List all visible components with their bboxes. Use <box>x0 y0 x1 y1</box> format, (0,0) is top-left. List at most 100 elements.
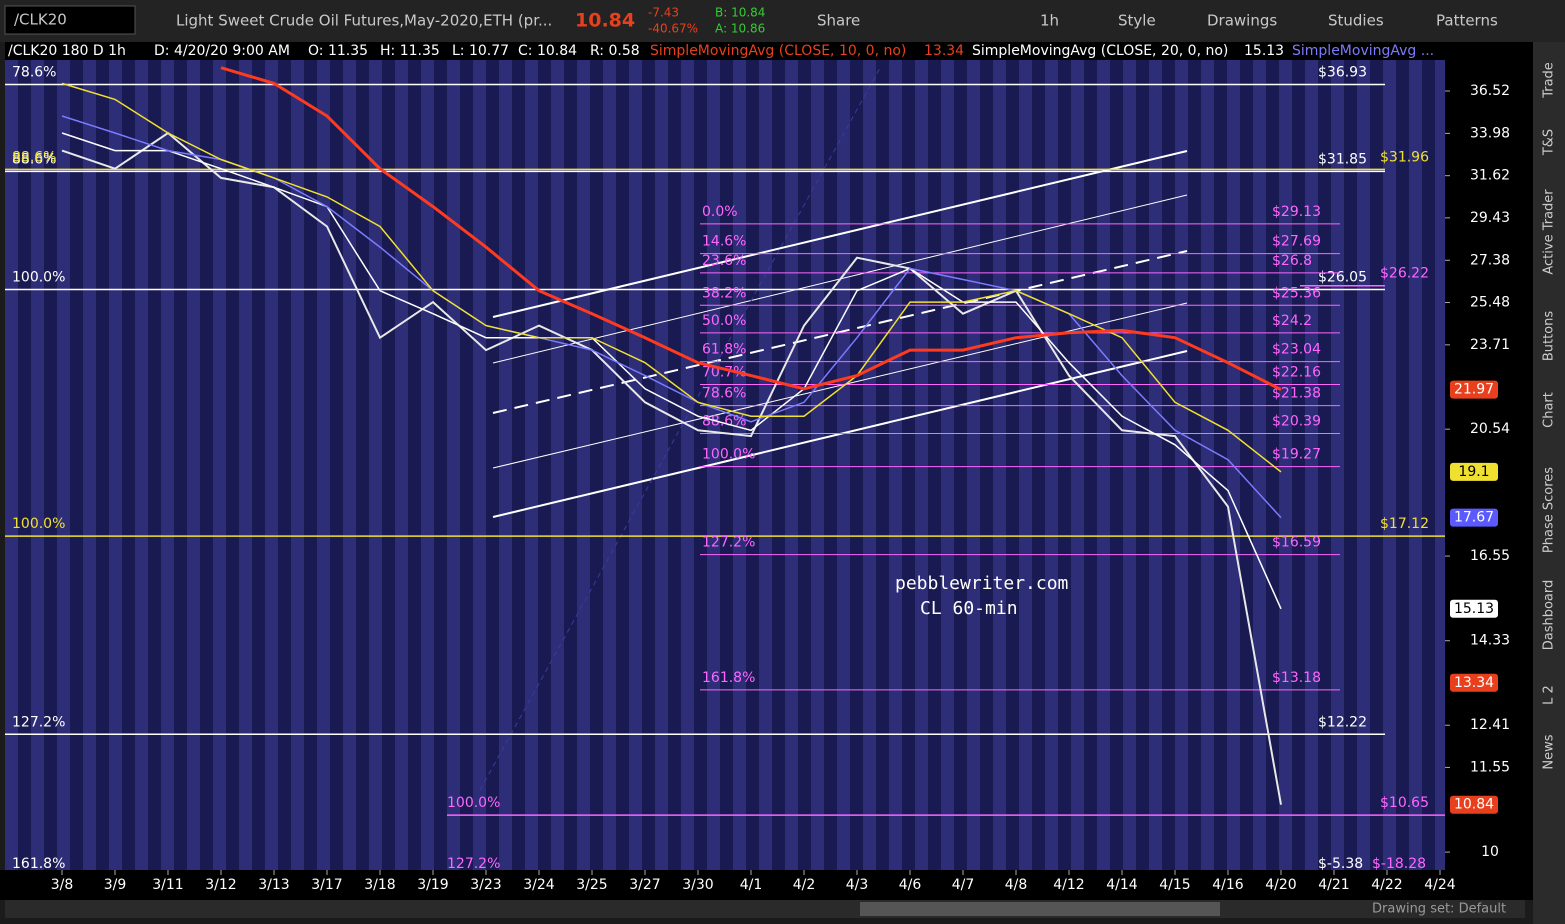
ask: A: 10.86 <box>715 22 765 36</box>
session-band <box>759 60 772 870</box>
study-value: 15.13 <box>1244 43 1284 59</box>
session-band <box>1175 60 1188 870</box>
offscale-label: 127.2% <box>447 856 500 872</box>
symbol[interactable]: /CLK20 <box>14 11 67 29</box>
y-tick-label: 31.62 <box>1470 168 1510 184</box>
session-band <box>343 60 356 870</box>
trend-line <box>479 67 881 791</box>
session-band <box>447 60 460 870</box>
session-band <box>317 60 330 870</box>
fib-pct: 70.7% <box>702 365 746 381</box>
side-tab[interactable]: Dashboard <box>1542 580 1557 651</box>
x-tick-label: 3/24 <box>523 877 555 893</box>
side-tab[interactable]: Chart <box>1542 392 1557 428</box>
level-price: $36.93 <box>1318 64 1367 80</box>
offscale-label: 161.8% <box>12 856 65 872</box>
x-tick-label: 4/3 <box>846 877 869 893</box>
session-band <box>31 60 44 870</box>
drawing-set[interactable]: Drawing set: Default <box>1372 902 1506 917</box>
scrollbar[interactable] <box>5 900 1525 918</box>
session-band <box>291 60 304 870</box>
share-button[interactable]: Share <box>817 12 860 30</box>
y-tick-label: 33.98 <box>1470 125 1510 141</box>
price-badge-label: 10.84 <box>1454 797 1494 813</box>
fib-price: $29.13 <box>1272 204 1321 220</box>
symbol-box[interactable] <box>4 5 136 35</box>
fib-price: $20.39 <box>1272 413 1321 429</box>
side-tab[interactable]: Buttons <box>1542 311 1557 362</box>
session-band <box>733 60 746 870</box>
side-panel <box>1533 42 1565 924</box>
x-tick-label: 3/17 <box>311 877 342 893</box>
side-tab[interactable]: Phase Scores <box>1542 467 1557 553</box>
fib-pct: 78.6% <box>702 386 746 402</box>
level-pct: 88.6% <box>12 151 56 167</box>
x-tick-label: 4/8 <box>1005 877 1028 893</box>
scroll-thumb[interactable] <box>860 902 1220 916</box>
level-pct: 127.2% <box>12 714 65 730</box>
moving-average <box>61 132 1282 610</box>
session-band <box>135 60 148 870</box>
session-band <box>57 60 70 870</box>
session-band <box>837 60 850 870</box>
session-band <box>863 60 876 870</box>
fib-pct: 23.6% <box>702 253 746 269</box>
level-price: $10.65 <box>1380 795 1429 811</box>
price-badge-label: 13.34 <box>1454 675 1494 691</box>
price-badge-label: 21.97 <box>1454 382 1494 398</box>
price-badge <box>1450 380 1498 399</box>
session-band <box>915 60 928 870</box>
price-badge <box>1450 673 1498 692</box>
interval-button[interactable]: 1h <box>1040 12 1059 30</box>
low: L: 10.77 <box>452 43 509 59</box>
session-band <box>811 60 824 870</box>
session-band <box>681 60 694 870</box>
side-tab[interactable]: Active Trader <box>1542 189 1557 275</box>
y-tick-label: 12.41 <box>1470 717 1510 733</box>
study: SimpleMovingAvg ... <box>1292 43 1434 59</box>
moving-average <box>61 82 1282 473</box>
x-tick-label: 4/7 <box>952 877 975 893</box>
session-band <box>525 60 538 870</box>
session-band <box>993 60 1006 870</box>
price-badge-label: 17.67 <box>1454 510 1494 526</box>
session-band <box>655 60 668 870</box>
offscale-label: $-5.38 <box>1318 856 1363 872</box>
price-badge-label: 19.1 <box>1458 464 1489 480</box>
drawings-button[interactable]: Drawings <box>1207 12 1277 30</box>
price-axis <box>1445 42 1533 870</box>
toolbar <box>0 0 1565 42</box>
side-tab[interactable]: News <box>1542 734 1557 769</box>
x-tick-label: 3/25 <box>576 877 607 893</box>
session-band <box>83 60 96 870</box>
x-tick-label: 4/15 <box>1159 877 1190 893</box>
offscale-label: $-18.28 <box>1372 856 1426 872</box>
session-band <box>265 60 278 870</box>
session-band <box>1279 60 1292 870</box>
side-tab[interactable]: T&S <box>1542 129 1557 156</box>
session-band <box>239 60 252 870</box>
session-band <box>1097 60 1110 870</box>
level-price: $26.05 <box>1318 270 1367 286</box>
level-price: $26.22 <box>1380 266 1429 282</box>
style-button[interactable]: Style <box>1118 12 1156 30</box>
x-tick-label: 4/24 <box>1424 877 1456 893</box>
open: O: 11.35 <box>308 43 368 59</box>
fib-pct: 61.8% <box>702 342 746 358</box>
fib-pct: 38.2% <box>702 285 746 301</box>
side-tab[interactable]: L 2 <box>1542 685 1557 705</box>
price-badge-label: 15.13 <box>1454 601 1494 617</box>
header-bar <box>5 42 1445 60</box>
channel-line <box>492 250 1188 414</box>
high: H: 11.35 <box>380 43 440 59</box>
x-tick-label: 3/13 <box>258 877 289 893</box>
side-tab[interactable]: Trade <box>1542 62 1557 99</box>
x-tick-label: 3/8 <box>51 877 74 893</box>
x-tick-label: 4/21 <box>1318 877 1349 893</box>
change-pct: -40.67% <box>648 22 698 36</box>
fib-price: $16.59 <box>1272 535 1321 551</box>
patterns-button[interactable]: Patterns <box>1436 12 1498 30</box>
studies-button[interactable]: Studies <box>1328 12 1384 30</box>
